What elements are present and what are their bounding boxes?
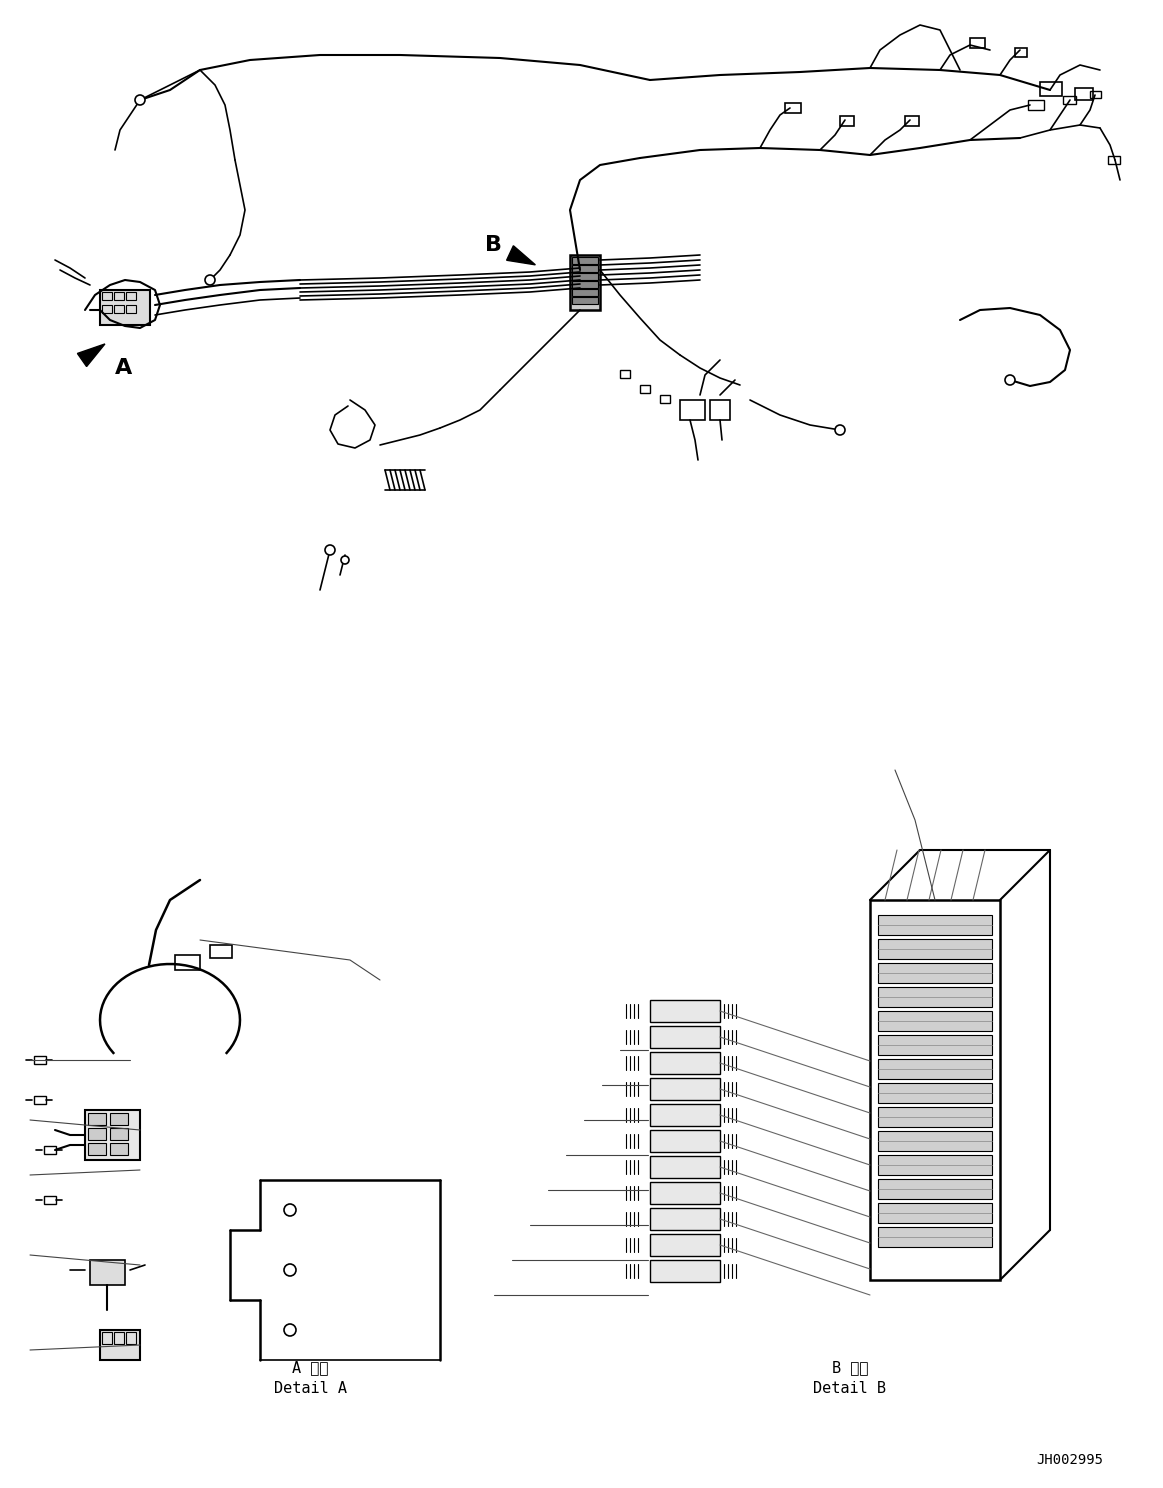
- Text: A 詳細
Detail A: A 詳細 Detail A: [273, 1360, 347, 1396]
- Text: B 詳細
Detail B: B 詳細 Detail B: [813, 1360, 886, 1396]
- Bar: [572, 298, 598, 304]
- Bar: [878, 1036, 992, 1055]
- Bar: [650, 1000, 720, 1022]
- Bar: [878, 963, 992, 984]
- Circle shape: [835, 426, 846, 434]
- Bar: [620, 371, 630, 378]
- Bar: [650, 1234, 720, 1256]
- Bar: [878, 915, 992, 934]
- Bar: [650, 1027, 720, 1048]
- Bar: [1063, 97, 1076, 104]
- Bar: [572, 281, 598, 289]
- Bar: [840, 116, 854, 126]
- Bar: [650, 1181, 720, 1204]
- Bar: [110, 1143, 128, 1155]
- Bar: [110, 1113, 128, 1125]
- Bar: [90, 1260, 124, 1286]
- Bar: [650, 1156, 720, 1178]
- Circle shape: [284, 1204, 297, 1216]
- Bar: [650, 1129, 720, 1152]
- Bar: [85, 1110, 140, 1161]
- Text: JH002995: JH002995: [1036, 1452, 1104, 1467]
- Bar: [126, 292, 136, 301]
- Bar: [878, 1059, 992, 1079]
- Bar: [44, 1146, 56, 1155]
- Bar: [659, 394, 670, 403]
- Bar: [1108, 156, 1120, 164]
- Bar: [34, 1056, 47, 1064]
- Bar: [114, 305, 124, 312]
- Bar: [88, 1143, 106, 1155]
- Bar: [709, 400, 730, 420]
- Bar: [1090, 91, 1101, 98]
- Bar: [650, 1208, 720, 1231]
- Bar: [126, 1332, 136, 1344]
- Bar: [680, 400, 705, 420]
- Bar: [570, 254, 600, 310]
- Bar: [878, 1010, 992, 1031]
- Bar: [110, 1128, 128, 1140]
- Bar: [650, 1052, 720, 1074]
- Circle shape: [284, 1324, 297, 1336]
- Bar: [970, 39, 985, 48]
- Bar: [88, 1128, 106, 1140]
- Bar: [102, 292, 112, 301]
- Bar: [640, 385, 650, 393]
- Bar: [870, 900, 1000, 1280]
- Bar: [88, 1113, 106, 1125]
- Circle shape: [341, 557, 349, 564]
- Circle shape: [205, 275, 215, 286]
- Bar: [44, 1196, 56, 1204]
- Bar: [114, 292, 124, 301]
- Bar: [650, 1104, 720, 1126]
- Bar: [878, 1107, 992, 1126]
- Bar: [174, 955, 200, 970]
- Bar: [878, 939, 992, 958]
- Bar: [572, 257, 598, 263]
- Bar: [1040, 82, 1062, 97]
- Circle shape: [284, 1263, 297, 1277]
- Bar: [878, 1228, 992, 1247]
- Text: B: B: [485, 235, 502, 254]
- Bar: [102, 1332, 112, 1344]
- Polygon shape: [507, 246, 535, 265]
- Bar: [785, 103, 801, 113]
- Bar: [211, 945, 231, 958]
- Circle shape: [1005, 375, 1015, 385]
- Bar: [878, 1131, 992, 1152]
- Bar: [102, 305, 112, 312]
- Circle shape: [324, 545, 335, 555]
- Text: A: A: [115, 359, 133, 378]
- Bar: [572, 265, 598, 272]
- Bar: [100, 1330, 140, 1360]
- Bar: [114, 1332, 124, 1344]
- Bar: [878, 1202, 992, 1223]
- Bar: [905, 116, 919, 126]
- Bar: [572, 272, 598, 280]
- Bar: [878, 1178, 992, 1199]
- Bar: [1075, 88, 1093, 100]
- Bar: [100, 290, 150, 324]
- Bar: [126, 305, 136, 312]
- Bar: [650, 1077, 720, 1100]
- Bar: [572, 289, 598, 296]
- Bar: [878, 987, 992, 1007]
- Circle shape: [135, 95, 145, 106]
- Bar: [1028, 100, 1044, 110]
- Bar: [1015, 48, 1027, 57]
- Bar: [34, 1097, 47, 1104]
- Polygon shape: [78, 344, 105, 366]
- Bar: [878, 1155, 992, 1176]
- Bar: [878, 1083, 992, 1103]
- Bar: [650, 1260, 720, 1283]
